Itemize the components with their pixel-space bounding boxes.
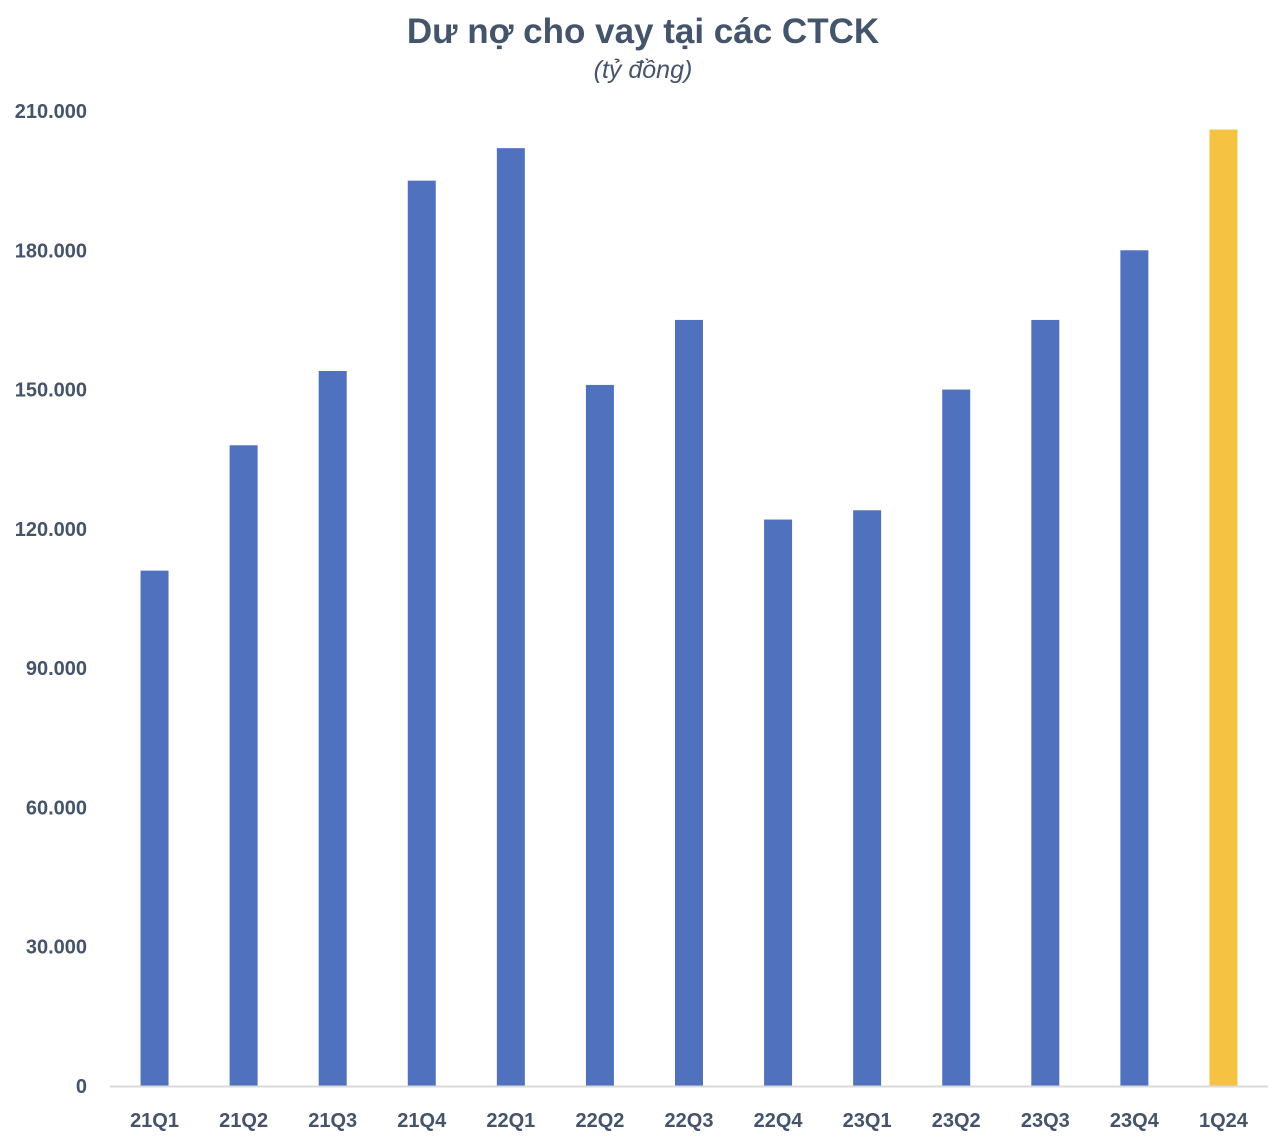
y-tick-label: 90.000	[26, 658, 87, 680]
bar-23Q1	[853, 510, 882, 1086]
chart-subtitle: (tỷ đồng)	[593, 56, 693, 84]
x-tick-label: 22Q4	[754, 1110, 804, 1132]
bar-21Q3	[318, 371, 347, 1086]
x-tick-label: 21Q4	[397, 1110, 447, 1132]
bar-21Q2	[229, 445, 258, 1086]
y-tick-label: 60.000	[26, 797, 87, 819]
bar-23Q2	[942, 389, 971, 1087]
x-tick-label: 21Q3	[308, 1110, 357, 1132]
x-tick-label: 22Q2	[575, 1110, 624, 1132]
x-tick-label: 1Q24	[1199, 1110, 1249, 1132]
x-tick-label: 22Q3	[665, 1110, 714, 1132]
y-tick-label: 180.000	[15, 240, 87, 262]
x-tick-label: 23Q1	[843, 1110, 892, 1132]
bar-22Q2	[585, 384, 614, 1086]
x-tick-label: 23Q3	[1021, 1110, 1070, 1132]
y-tick-label: 150.000	[15, 380, 87, 402]
bar-21Q1	[140, 570, 169, 1086]
y-tick-label: 30.000	[26, 937, 87, 959]
x-tick-label: 23Q2	[932, 1110, 981, 1132]
bar-23Q4	[1120, 250, 1149, 1087]
bar-22Q1	[496, 148, 525, 1087]
x-tick-label: 22Q1	[486, 1110, 535, 1132]
bar-22Q4	[764, 519, 793, 1086]
chart-title: Dư nợ cho vay tại các CTCK	[406, 12, 880, 51]
bar-1Q24	[1209, 129, 1238, 1087]
bar-21Q4	[407, 180, 436, 1087]
y-tick-label: 120.000	[15, 519, 87, 541]
y-tick-label: 0	[76, 1076, 87, 1098]
x-tick-label: 21Q1	[130, 1110, 179, 1132]
bar-23Q3	[1031, 319, 1060, 1086]
x-tick-label: 21Q2	[219, 1110, 268, 1132]
y-tick-label: 210.000	[15, 101, 87, 123]
x-tick-label: 23Q4	[1110, 1110, 1160, 1132]
bar-22Q3	[675, 319, 703, 1086]
